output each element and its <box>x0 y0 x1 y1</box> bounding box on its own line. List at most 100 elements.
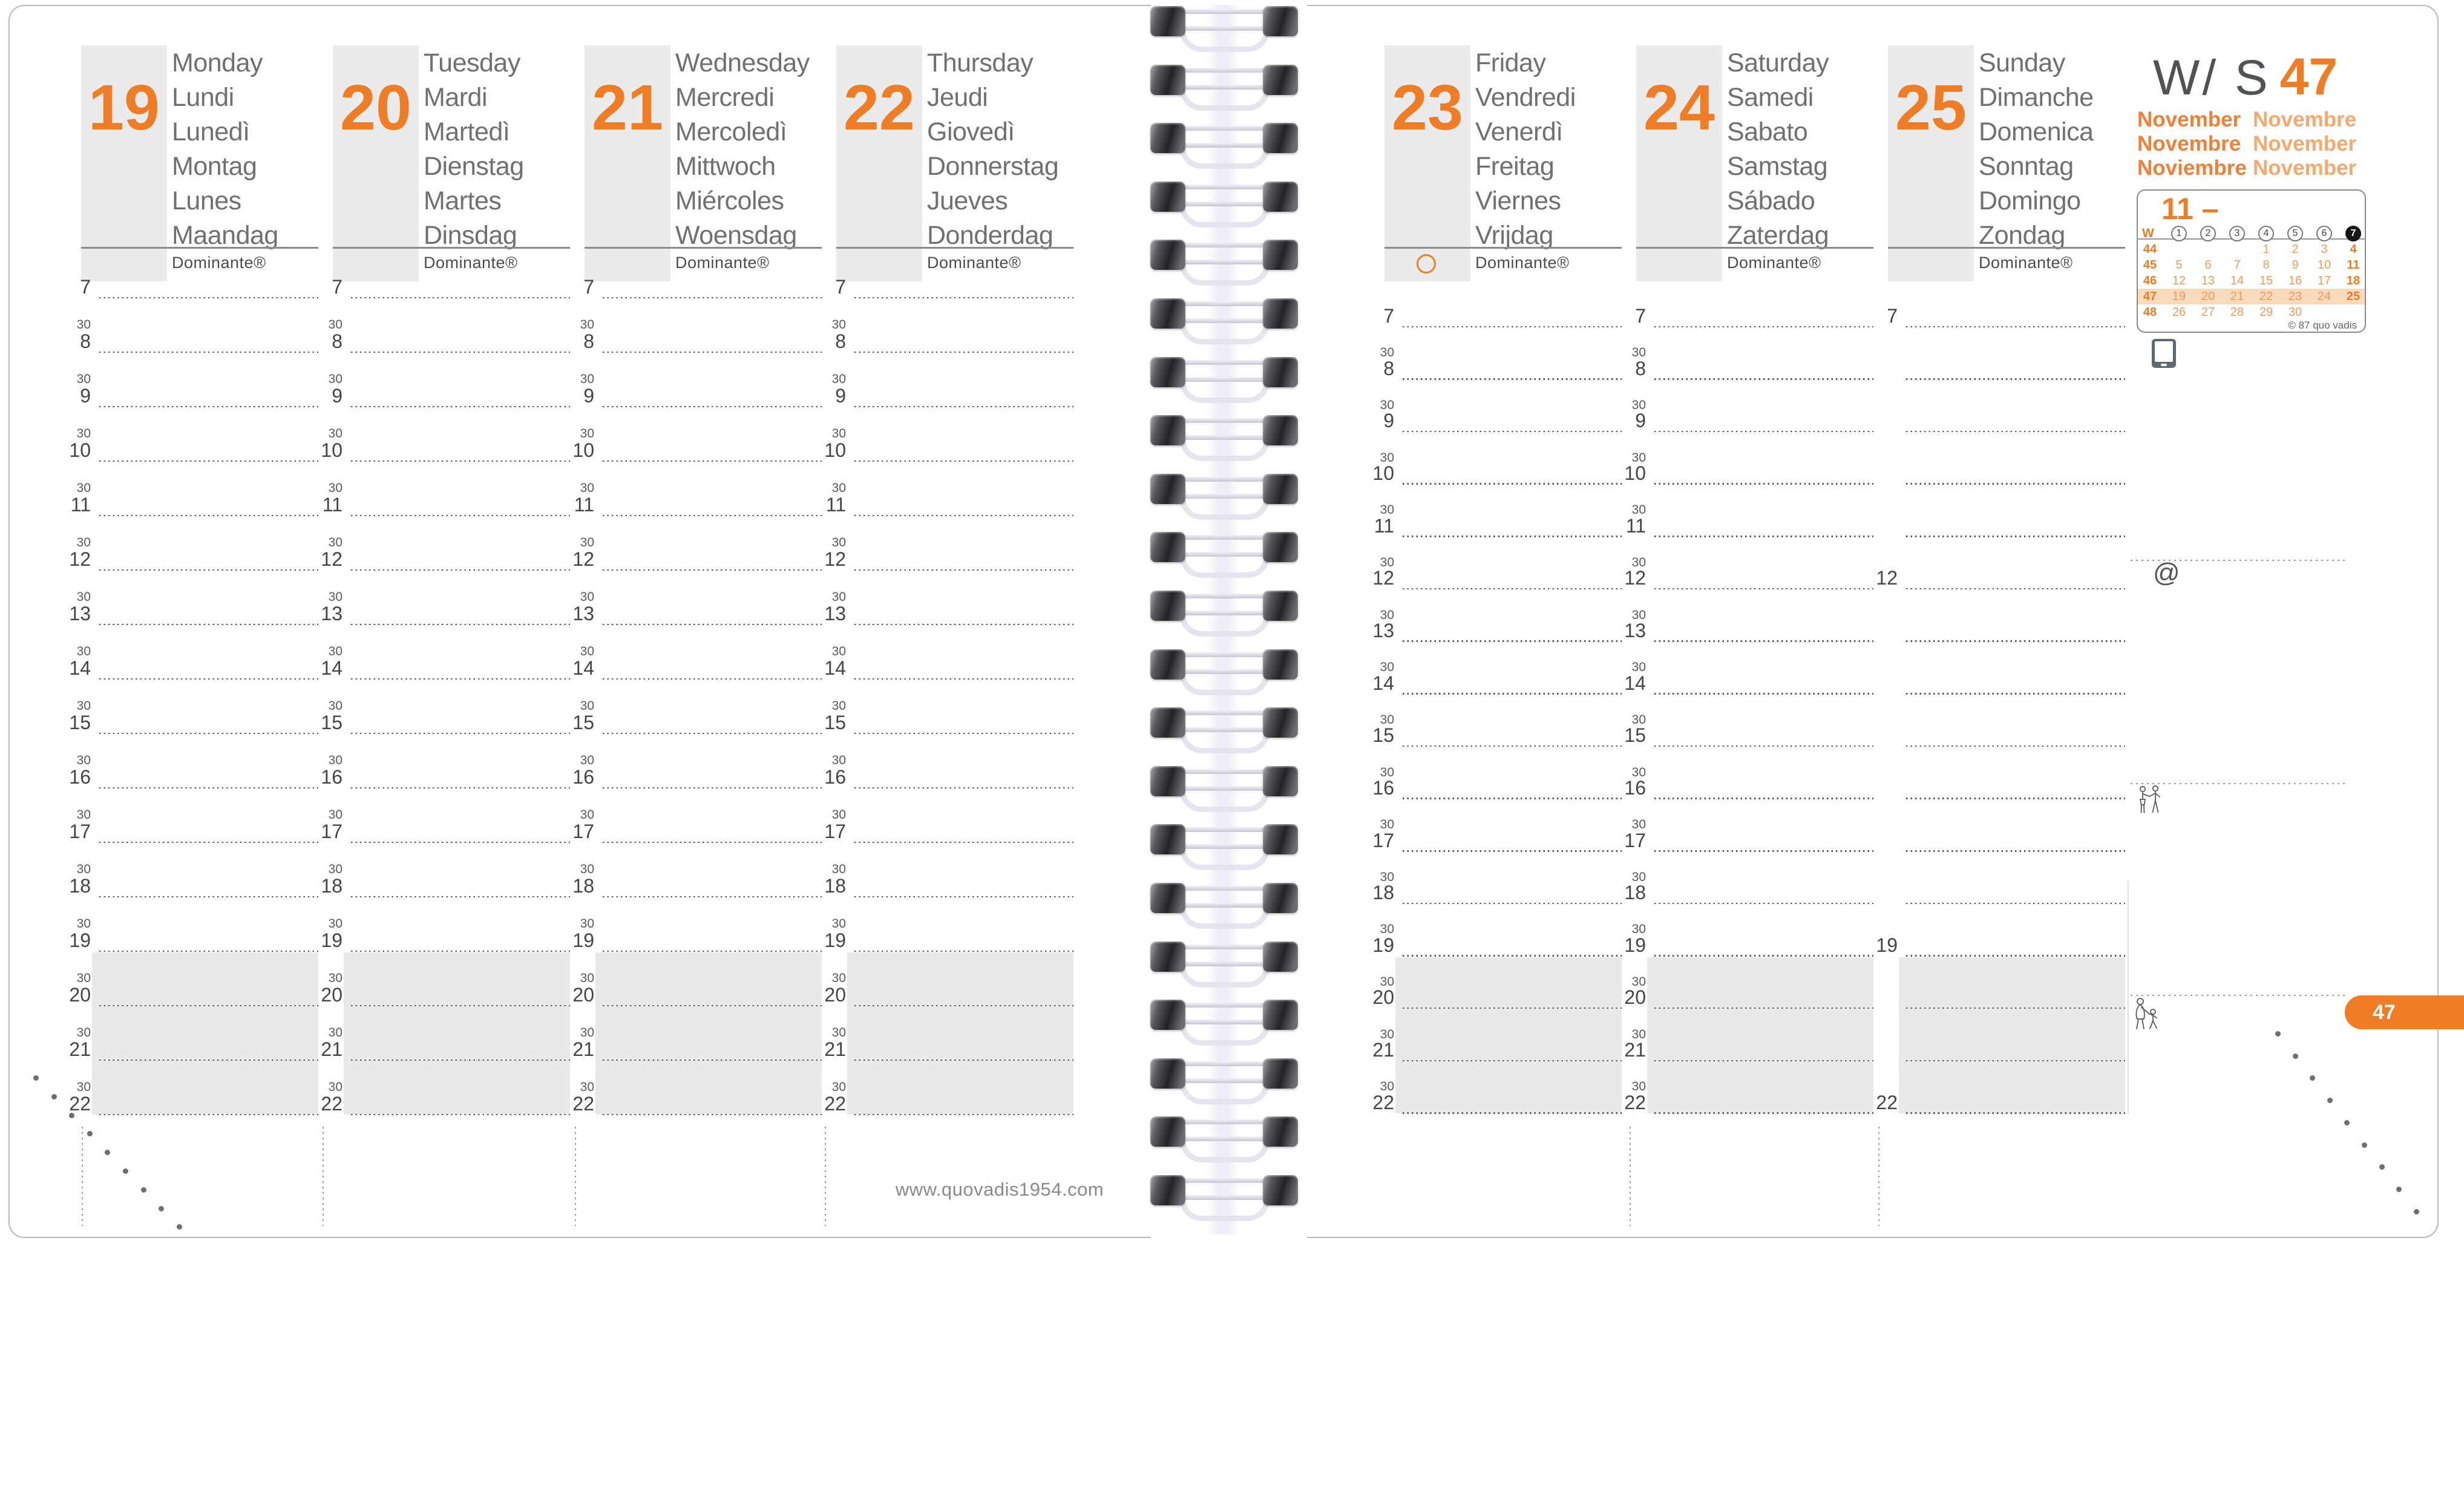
half-hour-label: 30 <box>831 372 846 386</box>
half-hour-label: 30 <box>1380 660 1394 675</box>
adult-child-icon <box>2135 998 2157 1029</box>
spiral-loop <box>1180 30 1270 52</box>
spiral-clip <box>1150 1175 1185 1205</box>
half-hour-label: 30 <box>1631 817 1646 832</box>
calendar-date-cell: 19 <box>2172 290 2186 303</box>
half-hour-label: 30 <box>1380 450 1394 465</box>
calendar-date-cell: 7 <box>2233 258 2241 272</box>
perforation-dot <box>140 1187 146 1193</box>
half-hour-label: 30 <box>1380 555 1394 569</box>
half-hour-label: 30 <box>328 318 342 332</box>
day-header-box <box>1888 45 1974 281</box>
spiral-wire <box>1181 785 1266 791</box>
spiral-loop <box>1180 439 1270 462</box>
half-hour-label: 30 <box>76 1026 91 1040</box>
hour-line <box>1906 693 2125 695</box>
hour-line <box>854 569 1073 571</box>
hour-line <box>351 514 570 516</box>
hour-label: 22 <box>572 1093 594 1115</box>
hour-line <box>1403 902 1622 905</box>
spiral-loop <box>1180 323 1270 344</box>
hour-line <box>854 351 1073 353</box>
spiral-loop <box>1180 556 1270 578</box>
hour-label: 19 <box>572 929 594 951</box>
half-hour-label: 30 <box>1631 1080 1646 1094</box>
hour-line <box>854 405 1073 407</box>
spiral-loop <box>1180 1141 1270 1163</box>
hour-line <box>99 405 318 407</box>
hour-label: 16 <box>1624 776 1646 799</box>
hour-label: 16 <box>321 766 342 788</box>
calendar-date-cell: 17 <box>2317 274 2331 287</box>
half-hour-label: 30 <box>580 481 594 495</box>
spiral-clip <box>1263 6 1298 36</box>
half-hour-label: 30 <box>580 1026 594 1040</box>
hour-label: 12 <box>69 548 91 570</box>
column-divider-tick <box>825 1127 826 1226</box>
spiral-loop <box>1180 673 1270 695</box>
half-hour-label: 30 <box>76 644 91 658</box>
spiral-clip <box>1150 473 1185 504</box>
spiral-wire <box>1181 418 1266 424</box>
spiral-clip <box>1263 240 1298 270</box>
tablet-screen <box>2155 341 2173 362</box>
hour-label: 21 <box>824 1038 846 1060</box>
hour-label: 21 <box>1624 1039 1646 1061</box>
spiral-clip <box>1263 356 1298 387</box>
half-hour-label: 30 <box>1380 608 1394 622</box>
half-hour-label: 30 <box>1631 765 1646 779</box>
spiral-wire <box>1181 710 1266 716</box>
day-number: 19 <box>88 72 160 143</box>
spiral-clip <box>1150 298 1185 329</box>
spiral-loop <box>1180 1199 1270 1221</box>
hour-line <box>603 732 822 734</box>
calendar-date-cell: 10 <box>2317 258 2331 272</box>
hour-line <box>351 896 570 897</box>
perforation-dot <box>87 1131 93 1137</box>
spiral-wire <box>1181 844 1266 850</box>
calendar-day-of-week-header: 5 <box>2287 226 2303 241</box>
column-divider-tick <box>1630 1127 1631 1226</box>
hour-line <box>99 569 318 571</box>
spiral-loop <box>1180 381 1270 403</box>
day-header-rule <box>836 247 1073 249</box>
half-hour-label: 30 <box>76 862 91 876</box>
half-hour-label: 30 <box>76 536 91 549</box>
hour-label: 10 <box>824 439 846 461</box>
brand-label: Dominante® <box>424 254 518 272</box>
hour-label: 8 <box>835 330 846 352</box>
hour-label: 14 <box>1372 672 1394 694</box>
calendar-week-number: 46 <box>2143 274 2157 287</box>
half-hour-label: 30 <box>76 481 91 495</box>
calendar-date-cell: 9 <box>2292 258 2299 272</box>
day-names: Sunday Dimanche Domenica Sonntag Domingo… <box>1979 48 2094 250</box>
spiral-clip <box>1150 1116 1185 1147</box>
half-hour-label: 30 <box>831 536 846 549</box>
spiral-wire <box>1181 318 1266 323</box>
hour-label: 20 <box>572 984 594 1006</box>
hour-label: 11 <box>825 494 846 516</box>
hour-label: 12 <box>321 548 342 570</box>
hour-line <box>1906 430 2125 433</box>
hour-label: 8 <box>1383 357 1394 379</box>
calendar-date-cell: 16 <box>2288 274 2302 287</box>
spiral-wire <box>1181 727 1266 733</box>
hour-line <box>1403 955 1622 957</box>
spiral-wire <box>1181 435 1266 441</box>
calendar-date-cell: 29 <box>2259 306 2273 319</box>
day-names: Friday Vendredi Venerdì Freitag Viernes … <box>1475 48 1576 250</box>
half-hour-label: 30 <box>328 699 342 713</box>
hour-line <box>351 787 570 788</box>
calendar-current-week-band <box>2138 289 2365 304</box>
hour-line <box>854 460 1073 462</box>
spiral-clip <box>1150 356 1185 387</box>
spiral-loop <box>1180 732 1270 754</box>
spiral-clip <box>1150 883 1185 913</box>
hour-line <box>1654 955 1873 957</box>
half-hour-label: 30 <box>1631 450 1646 465</box>
hour-label: 18 <box>1372 882 1394 904</box>
half-hour-label: 30 <box>1380 975 1394 989</box>
hour-label: 18 <box>69 875 91 897</box>
week-number: 47 <box>2279 48 2338 106</box>
day-names: Monday Lundi Lunedì Montag Lunes Maandag <box>172 48 278 250</box>
